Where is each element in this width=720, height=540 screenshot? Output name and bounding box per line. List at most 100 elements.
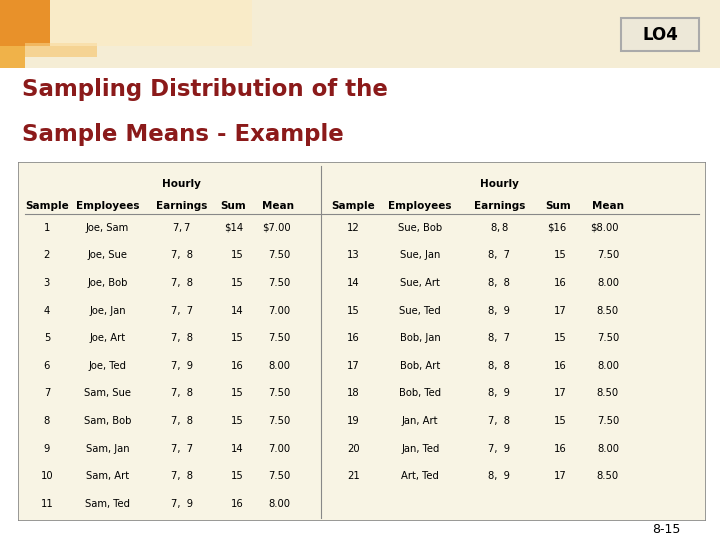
Text: Bob, Art: Bob, Art (400, 361, 441, 371)
Text: 8.00: 8.00 (597, 361, 619, 371)
Text: Joe, Ted: Joe, Ted (89, 361, 127, 371)
Text: 21: 21 (347, 471, 360, 481)
Text: 7,  7: 7, 7 (171, 443, 193, 454)
Text: 15: 15 (231, 278, 243, 288)
Text: 8,  8: 8, 8 (488, 278, 510, 288)
Text: 7.50: 7.50 (268, 388, 290, 399)
Text: Joe, Bob: Joe, Bob (87, 278, 127, 288)
Text: 7,  8: 7, 8 (171, 278, 193, 288)
Text: 7,  8: 7, 8 (171, 471, 193, 481)
Text: 16: 16 (554, 443, 567, 454)
Text: 16: 16 (554, 361, 567, 371)
Text: 16: 16 (347, 333, 360, 343)
Text: 15: 15 (231, 333, 243, 343)
Text: Mean: Mean (592, 201, 624, 211)
Text: 11: 11 (40, 499, 53, 509)
Text: Sam, Bob: Sam, Bob (84, 416, 131, 426)
Text: Bob, Ted: Bob, Ted (399, 388, 441, 399)
Text: 17: 17 (347, 361, 360, 371)
Text: 7,  7: 7, 7 (171, 306, 193, 315)
Text: 9: 9 (44, 443, 50, 454)
Text: 19: 19 (347, 416, 360, 426)
Text: 7,  8: 7, 8 (171, 251, 193, 260)
Text: 7: 7 (44, 388, 50, 399)
Text: Sum: Sum (545, 201, 571, 211)
Text: 12: 12 (347, 223, 360, 233)
Text: 7.50: 7.50 (268, 251, 290, 260)
Text: 7.50: 7.50 (268, 278, 290, 288)
Text: Sue, Art: Sue, Art (400, 278, 440, 288)
Text: 7,  9: 7, 9 (171, 499, 193, 509)
FancyBboxPatch shape (621, 18, 699, 51)
Text: 15: 15 (231, 416, 243, 426)
Text: Sum: Sum (220, 201, 246, 211)
Text: 17: 17 (554, 306, 567, 315)
Text: 6: 6 (44, 361, 50, 371)
Text: 8: 8 (44, 416, 50, 426)
Text: $8.00: $8.00 (590, 223, 619, 233)
Text: 15: 15 (231, 471, 243, 481)
Text: Employees: Employees (76, 201, 139, 211)
Text: 7.00: 7.00 (268, 306, 290, 315)
Text: Sample: Sample (332, 201, 375, 211)
Text: LO4: LO4 (642, 25, 678, 44)
Text: 15: 15 (554, 416, 567, 426)
Text: Sample Means - Example: Sample Means - Example (22, 123, 343, 146)
Text: 8,  9: 8, 9 (488, 306, 510, 315)
Text: Sam, Jan: Sam, Jan (86, 443, 129, 454)
Text: 8.50: 8.50 (597, 306, 619, 315)
Text: 8,  9: 8, 9 (488, 471, 510, 481)
Text: 17: 17 (554, 388, 567, 399)
Text: 7,  8: 7, 8 (171, 333, 193, 343)
Text: 17: 17 (554, 471, 567, 481)
Text: 5: 5 (44, 333, 50, 343)
Text: $14: $14 (225, 223, 243, 233)
Text: 18: 18 (347, 388, 360, 399)
Text: 8.00: 8.00 (269, 361, 290, 371)
Text: 16: 16 (231, 361, 243, 371)
Text: 7.50: 7.50 (597, 251, 619, 260)
Text: 8.00: 8.00 (597, 443, 619, 454)
Text: Sue, Ted: Sue, Ted (400, 306, 441, 315)
Text: 8,  8: 8, 8 (488, 361, 510, 371)
Text: 3: 3 (44, 278, 50, 288)
Text: 7,  8: 7, 8 (171, 416, 193, 426)
Text: 15: 15 (347, 306, 360, 315)
Text: 14: 14 (347, 278, 360, 288)
Text: 1: 1 (44, 223, 50, 233)
Text: Sample: Sample (25, 201, 68, 211)
Text: 8.00: 8.00 (597, 278, 619, 288)
Text: 8-15: 8-15 (652, 523, 680, 536)
Text: Mean: Mean (262, 201, 294, 211)
Text: 7,  8: 7, 8 (488, 416, 510, 426)
Text: 13: 13 (347, 251, 360, 260)
Text: 7.50: 7.50 (597, 416, 619, 426)
Text: 15: 15 (554, 333, 567, 343)
Text: 10: 10 (40, 471, 53, 481)
Text: 7.50: 7.50 (597, 333, 619, 343)
Text: 15: 15 (554, 251, 567, 260)
Text: 7.50: 7.50 (268, 333, 290, 343)
Text: Joe, Art: Joe, Art (89, 333, 125, 343)
Text: Art, Ted: Art, Ted (401, 471, 439, 481)
Text: Joe, Sue: Joe, Sue (87, 251, 127, 260)
Text: 8.50: 8.50 (597, 471, 619, 481)
Text: 7,  9: 7, 9 (488, 443, 510, 454)
Text: 8,  7: 8, 7 (488, 333, 510, 343)
Text: 14: 14 (231, 306, 243, 315)
Text: $8, $8: $8, $8 (490, 221, 509, 234)
Text: Employees: Employees (389, 201, 452, 211)
Text: Sampling Distribution of the: Sampling Distribution of the (22, 78, 387, 102)
Text: 15: 15 (231, 388, 243, 399)
Text: Sam, Ted: Sam, Ted (85, 499, 130, 509)
Text: 16: 16 (231, 499, 243, 509)
Text: Joe, Jan: Joe, Jan (89, 306, 126, 315)
Text: Sue, Jan: Sue, Jan (400, 251, 441, 260)
Text: Sam, Art: Sam, Art (86, 471, 129, 481)
Text: Sue, Bob: Sue, Bob (398, 223, 442, 233)
Text: 7.50: 7.50 (268, 416, 290, 426)
Text: $16: $16 (547, 223, 567, 233)
Text: 15: 15 (231, 251, 243, 260)
Text: 4: 4 (44, 306, 50, 315)
Text: 8,  7: 8, 7 (488, 251, 510, 260)
